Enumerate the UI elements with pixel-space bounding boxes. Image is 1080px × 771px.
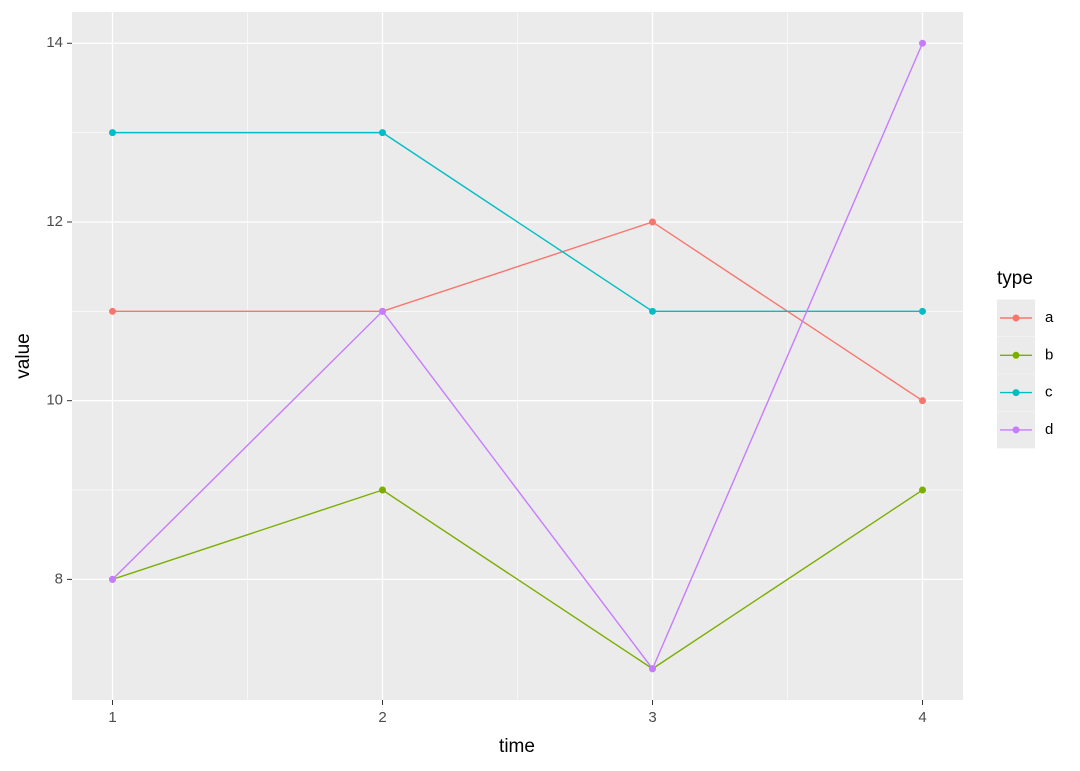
y-tick-label: 8 [55, 570, 63, 587]
point [379, 307, 386, 315]
legend-label: d [1045, 421, 1053, 438]
series-line [112, 42, 924, 671]
legend-label: b [1045, 346, 1053, 363]
point [109, 307, 116, 315]
point [379, 129, 386, 137]
y-tick-label: 14 [46, 34, 63, 51]
y-tick-label: 12 [46, 213, 63, 230]
point [919, 486, 926, 494]
point [109, 129, 116, 137]
x-tick-label: 1 [108, 709, 116, 726]
point [919, 397, 926, 405]
y-tick-label: 10 [46, 392, 63, 409]
legend-label: a [1045, 309, 1054, 326]
x-tick-label: 4 [918, 709, 926, 726]
point [649, 218, 656, 226]
point [919, 307, 926, 315]
point [919, 39, 926, 47]
x-tick-label: 2 [378, 709, 386, 726]
legend-point [1012, 351, 1020, 359]
legend-title: type [997, 268, 1033, 289]
point [379, 486, 386, 494]
series-line [112, 489, 923, 670]
legend-label: c [1045, 384, 1053, 401]
legend-point [1012, 389, 1020, 397]
y-axis-title: value [13, 333, 34, 378]
legend-point [1012, 314, 1020, 322]
point [649, 665, 656, 673]
series-line [112, 131, 923, 313]
x-tick-label: 3 [648, 709, 656, 726]
point [109, 575, 116, 583]
legend-point [1012, 426, 1020, 434]
point [649, 307, 656, 315]
x-axis-title: time [499, 736, 535, 757]
